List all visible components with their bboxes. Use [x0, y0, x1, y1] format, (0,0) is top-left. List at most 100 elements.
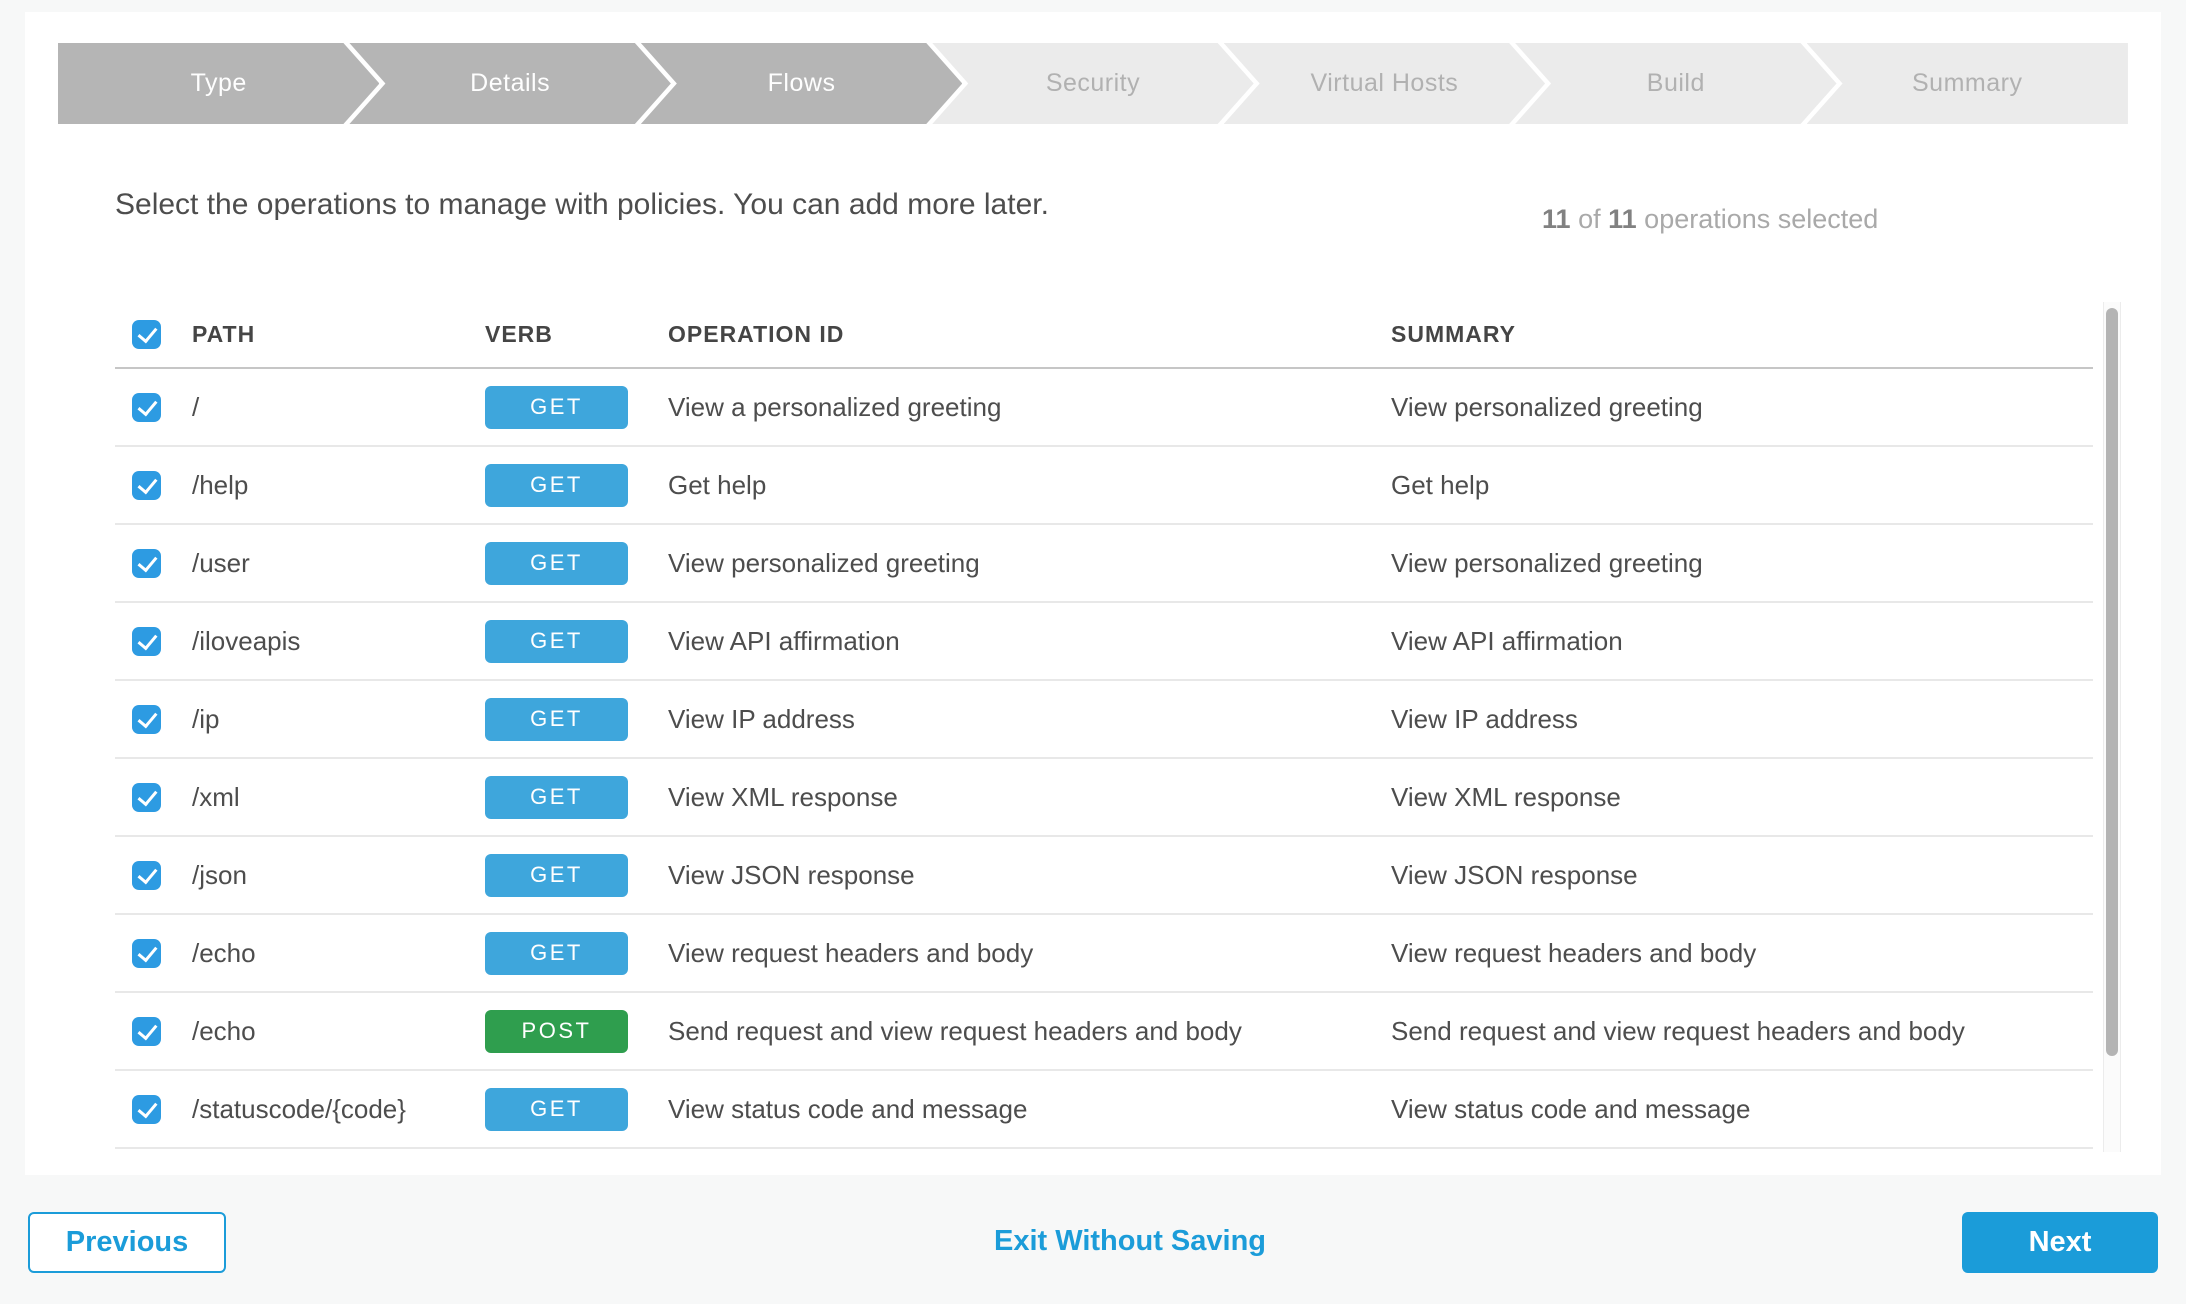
column-header-operation-id: OPERATION ID — [668, 321, 845, 347]
operation-id-cell: Get help — [668, 469, 767, 500]
step-label: Details — [470, 69, 551, 97]
summary-cell: View XML response — [1391, 781, 1621, 812]
path-cell: /iloveapis — [192, 625, 301, 656]
row-checkbox-cell — [115, 626, 192, 656]
verb-badge: GET — [485, 619, 628, 663]
summary-cell: Get help — [1391, 469, 1490, 500]
verb-badge: GET — [485, 385, 628, 429]
row-checkbox-cell — [115, 548, 192, 578]
table-row: /ip GET View IP address View IP address — [115, 681, 2093, 759]
row-checkbox[interactable] — [132, 782, 161, 812]
table-row: / GET View a personalized greeting View … — [115, 369, 2093, 447]
verb-badge: POST — [485, 1009, 628, 1053]
step-label: Build — [1646, 69, 1705, 97]
table-row: /echo GET View request headers and body … — [115, 915, 2093, 993]
operations-table: PATH VERB OPERATION ID SUMMARY / GET Vie… — [115, 302, 2093, 1149]
summary-cell: View request headers and body — [1391, 937, 1757, 968]
table-scrollbar-thumb[interactable] — [2106, 308, 2118, 1056]
verb-badge: GET — [485, 541, 628, 585]
row-checkbox[interactable] — [132, 392, 161, 422]
row-checkbox[interactable] — [132, 860, 161, 890]
row-checkbox[interactable] — [132, 1094, 161, 1124]
step-summary[interactable]: Summary — [1806, 43, 2128, 124]
row-checkbox-cell — [115, 704, 192, 734]
previous-button[interactable]: Previous — [28, 1212, 226, 1273]
summary-cell: View JSON response — [1391, 859, 1638, 890]
step-label: Flows — [767, 69, 836, 97]
selected-count: 11 — [1542, 204, 1571, 234]
table-row: /json GET View JSON response View JSON r… — [115, 837, 2093, 915]
row-checkbox[interactable] — [132, 938, 161, 968]
header-checkbox-cell — [115, 320, 192, 349]
row-checkbox-cell — [115, 860, 192, 890]
step-label: Virtual Hosts — [1310, 69, 1459, 97]
row-checkbox-cell — [115, 470, 192, 500]
verb-badge: GET — [485, 697, 628, 741]
operation-id-cell: View XML response — [668, 781, 898, 812]
table-row: /statuscode/{code} GET View status code … — [115, 1071, 2093, 1149]
path-cell: /json — [192, 859, 247, 890]
verb-badge: GET — [485, 853, 628, 897]
row-checkbox-cell — [115, 938, 192, 968]
path-cell: /help — [192, 469, 249, 500]
table-body: / GET View a personalized greeting View … — [115, 369, 2093, 1149]
of-label: of — [1578, 204, 1601, 234]
row-checkbox-cell — [115, 1016, 192, 1046]
row-checkbox-cell — [115, 782, 192, 812]
suffix-label: operations selected — [1644, 204, 1879, 234]
wizard-steps: Type Details Flows Security Virtual Hosts Bui… — [58, 43, 2128, 124]
step-label: Security — [1045, 69, 1141, 97]
operation-id-cell: View request headers and body — [668, 937, 1034, 968]
step-label: Type — [190, 69, 247, 97]
table-row: /user GET View personalized greeting Vie… — [115, 525, 2093, 603]
step-details[interactable]: Details — [349, 43, 670, 124]
path-cell: /echo — [192, 1015, 256, 1046]
next-button[interactable]: Next — [1962, 1212, 2158, 1273]
column-header-verb: VERB — [485, 321, 553, 347]
operation-id-cell: Send request and view request headers an… — [668, 1015, 1242, 1046]
row-checkbox[interactable] — [132, 1016, 161, 1046]
operation-id-cell: View API affirmation — [668, 625, 900, 656]
step-security[interactable]: Security — [932, 43, 1253, 124]
summary-cell: View IP address — [1391, 703, 1578, 734]
operations-selected-counter: 11 of 11 operations selected — [1542, 204, 1878, 235]
operation-id-cell: View personalized greeting — [668, 547, 980, 578]
table-row: /iloveapis GET View API affirmation View… — [115, 603, 2093, 681]
step-build[interactable]: Build — [1515, 43, 1836, 124]
operation-id-cell: View JSON response — [668, 859, 915, 890]
summary-cell: View status code and message — [1391, 1093, 1751, 1124]
path-cell: / — [192, 391, 200, 422]
verb-badge: GET — [485, 931, 628, 975]
table-row: /echo POST Send request and view request… — [115, 993, 2093, 1071]
table-scrollbar-track[interactable] — [2103, 302, 2121, 1152]
path-cell: /echo — [192, 937, 256, 968]
path-cell: /xml — [192, 781, 240, 812]
verb-badge: GET — [485, 463, 628, 507]
summary-cell: View personalized greeting — [1391, 547, 1703, 578]
total-count: 11 — [1608, 204, 1637, 234]
column-header-summary: SUMMARY — [1391, 321, 1516, 347]
row-checkbox[interactable] — [132, 626, 161, 656]
summary-cell: Send request and view request headers an… — [1391, 1015, 1965, 1046]
row-checkbox[interactable] — [132, 548, 161, 578]
path-cell: /ip — [192, 703, 220, 734]
verb-badge: GET — [485, 1087, 628, 1131]
operation-id-cell: View a personalized greeting — [668, 391, 1002, 422]
exit-without-saving-link[interactable]: Exit Without Saving — [993, 1225, 1267, 1257]
table-row: /xml GET View XML response View XML resp… — [115, 759, 2093, 837]
operation-id-cell: View status code and message — [668, 1093, 1028, 1124]
row-checkbox-cell — [115, 1094, 192, 1124]
page-title: Select the operations to manage with pol… — [115, 188, 1049, 221]
row-checkbox[interactable] — [132, 470, 161, 500]
wizard-card: Type Details Flows Security Virtual Hosts Bui… — [25, 12, 2161, 1175]
row-checkbox[interactable] — [132, 704, 161, 734]
step-type[interactable]: Type — [58, 43, 379, 124]
row-checkbox-cell — [115, 392, 192, 422]
table-header-row: PATH VERB OPERATION ID SUMMARY — [115, 302, 2093, 369]
step-virtual-hosts[interactable]: Virtual Hosts — [1224, 43, 1545, 124]
step-flows[interactable]: Flows — [641, 43, 962, 124]
operation-id-cell: View IP address — [668, 703, 855, 734]
select-all-checkbox[interactable] — [132, 320, 161, 349]
path-cell: /statuscode/{code} — [192, 1093, 406, 1124]
